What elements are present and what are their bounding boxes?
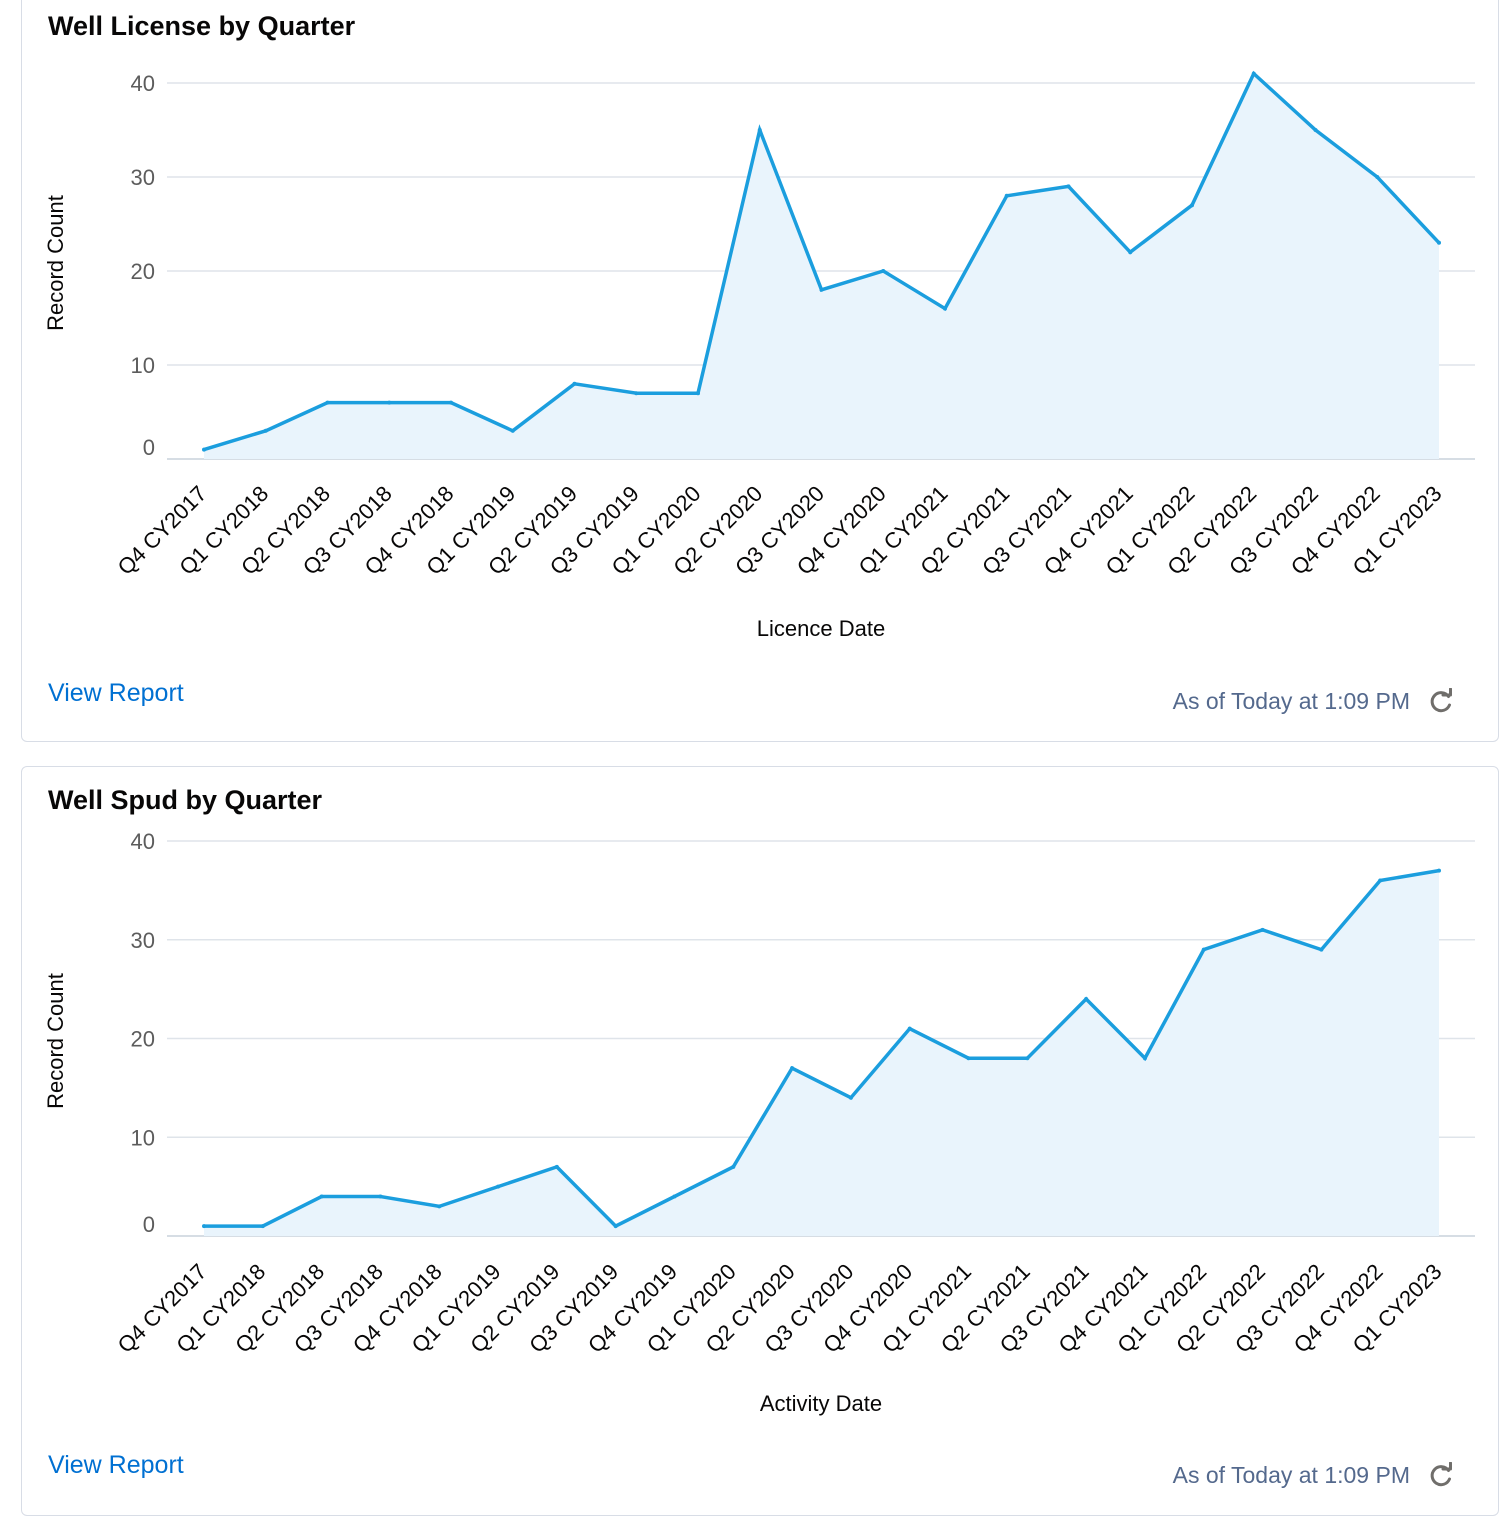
data-point [202, 447, 206, 452]
data-point [1437, 868, 1441, 873]
data-point [672, 1194, 677, 1199]
y-axis-label: Record Count [43, 195, 68, 331]
y-tick-label: 20 [131, 1027, 155, 1052]
y-tick-label: 20 [131, 259, 155, 284]
data-point [572, 381, 577, 386]
x-axis-label: Activity Date [760, 1391, 882, 1416]
view-report-link[interactable]: View Report [48, 679, 184, 707]
data-point [634, 391, 639, 396]
data-point [260, 1224, 265, 1229]
data-point [1319, 947, 1324, 952]
data-point [510, 428, 515, 433]
data-point [263, 428, 268, 433]
data-point [966, 1056, 971, 1061]
x-axis-label: Licence Date [757, 616, 885, 641]
data-point [202, 1224, 206, 1229]
data-point [1260, 927, 1265, 932]
data-point [790, 1066, 795, 1071]
data-point [1066, 184, 1071, 189]
data-point [1437, 240, 1441, 245]
data-point [449, 400, 453, 405]
data-point [613, 1224, 618, 1229]
refresh-icon[interactable] [1428, 688, 1454, 714]
data-point [387, 400, 392, 405]
data-point [819, 287, 824, 292]
well-spud-card: Well Spud by Quarter 0 10 20 30 40 Q4 CY2017 Q… [21, 766, 1499, 1516]
y-tick-label: 10 [131, 1125, 155, 1150]
data-point [1004, 193, 1009, 198]
data-point [1378, 878, 1383, 883]
refresh-icon[interactable] [1428, 1462, 1454, 1488]
data-point [1142, 1056, 1147, 1061]
data-point [1313, 128, 1318, 132]
y-tick-label: 30 [131, 165, 155, 190]
series-area [204, 73, 1439, 459]
y-tick-label: 40 [131, 829, 155, 854]
as-of-timestamp: As of Today at 1:09 PM [1172, 1462, 1410, 1488]
well-license-card: Well License by Quarter 0 10 20 30 40 Q4 CY20… [21, 0, 1499, 742]
data-point [325, 400, 330, 405]
data-point [1084, 997, 1089, 1001]
data-point [437, 1204, 442, 1209]
data-point [319, 1194, 324, 1199]
y-tick-label: 0 [143, 435, 155, 460]
data-point [1251, 71, 1256, 76]
data-point [731, 1164, 736, 1169]
data-point [1201, 947, 1206, 952]
data-point [1128, 250, 1133, 255]
y-tick-label: 10 [131, 353, 155, 378]
chart-title: Well Spud by Quarter [48, 785, 323, 815]
series-area [204, 870, 1439, 1236]
data-point [1025, 1056, 1030, 1061]
y-tick-label: 40 [131, 71, 155, 96]
data-point [1190, 203, 1194, 208]
chart-title: Well License by Quarter [48, 11, 356, 41]
data-point [554, 1164, 559, 1169]
data-point [696, 391, 700, 396]
series-line [204, 868, 1440, 1229]
view-report-link[interactable]: View Report [48, 1451, 184, 1479]
data-point [848, 1095, 853, 1100]
data-point [907, 1026, 912, 1031]
y-tick-label: 30 [131, 928, 155, 953]
data-point [1375, 175, 1380, 179]
data-point [881, 269, 886, 273]
data-point [943, 306, 947, 311]
as-of-timestamp: As of Today at 1:09 PM [1172, 688, 1410, 714]
data-point [496, 1184, 501, 1189]
y-axis-label: Record Count [43, 973, 68, 1109]
data-point [757, 128, 762, 132]
data-point [378, 1194, 383, 1199]
y-tick-label: 0 [143, 1212, 155, 1237]
